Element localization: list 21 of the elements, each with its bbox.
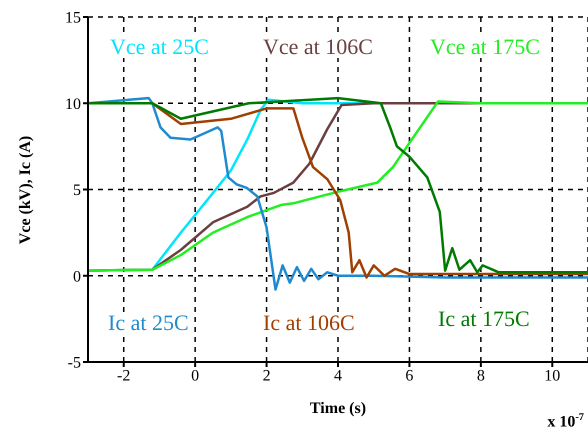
series-label: Vce at 175C: [430, 34, 540, 59]
y-tick-label: 15: [65, 10, 81, 27]
series-label: Ic at 106C: [263, 310, 355, 335]
y-axis-title: Vce (kV), Ic (A): [17, 136, 35, 244]
x-tick-label: 0: [191, 367, 200, 384]
x-tick-label: 10: [544, 367, 560, 384]
y-tick-label: 10: [65, 96, 81, 113]
text: Ic at 25C: [108, 310, 189, 335]
y-tick-label: -5: [68, 354, 81, 372]
series-label: Ic at 175C: [438, 306, 530, 331]
text: Vce at 25C: [110, 34, 209, 59]
text: x 10$^{-7}$: [547, 412, 584, 430]
x-tick-label: 4: [334, 367, 342, 384]
x-tick-label: -2: [117, 367, 130, 384]
y-tick-label: 0: [73, 268, 81, 286]
x-tick-label: 8: [476, 367, 485, 384]
x-axis-title: Time (s): [310, 400, 366, 417]
x-tick-label: 6: [405, 367, 414, 384]
text: Vce at 106C: [263, 34, 373, 59]
x-tick-label: 2: [262, 367, 271, 384]
y-tick-label: 5: [73, 182, 81, 200]
